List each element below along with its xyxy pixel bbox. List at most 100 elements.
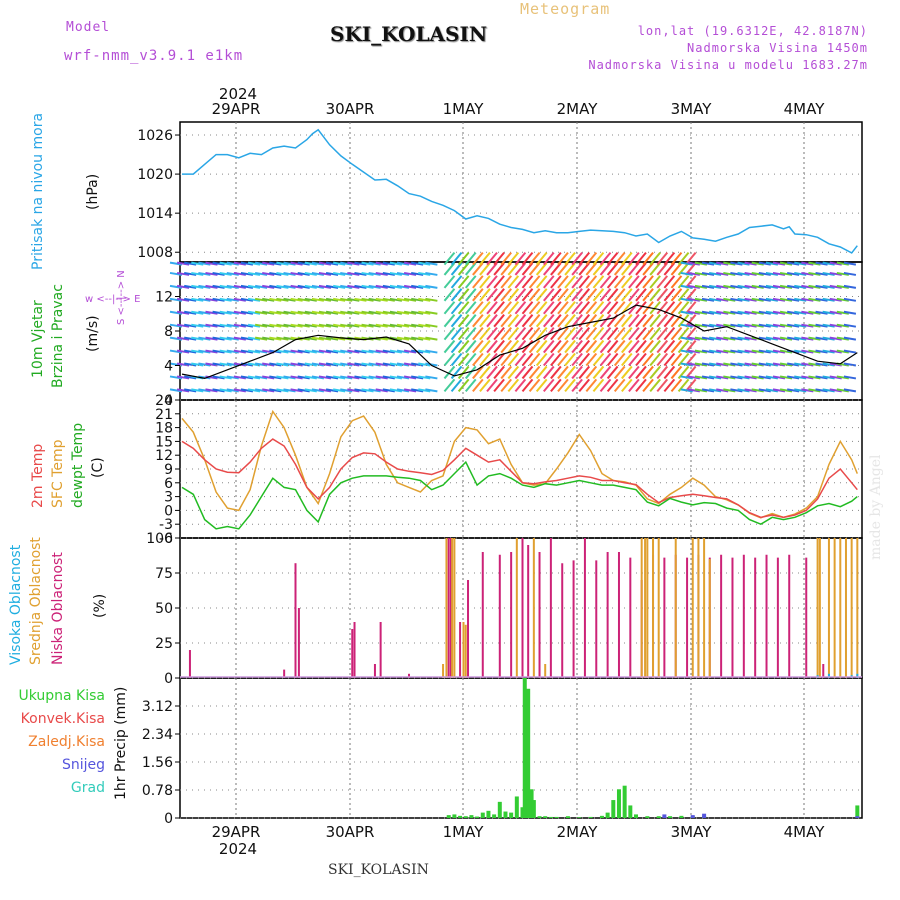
- wind-arrow: [772, 284, 786, 289]
- wind-arrow: [730, 349, 743, 354]
- wind-arrow: [564, 251, 576, 266]
- wind-arrow: [318, 271, 332, 276]
- wind-arrow: [169, 349, 183, 354]
- wind-arrow: [663, 275, 676, 289]
- wind-arrow: [269, 261, 282, 266]
- wind-arrow: [701, 297, 715, 302]
- wind-arrow: [843, 297, 857, 302]
- wind-arrow: [443, 365, 456, 380]
- wind-arrow: [829, 349, 842, 354]
- wind-arrow: [169, 375, 183, 380]
- wind-arrow: [347, 297, 360, 302]
- wind-arrow: [254, 336, 268, 341]
- wind-arrow: [628, 262, 640, 276]
- wind-arrow: [772, 388, 786, 393]
- wind-arrow: [758, 349, 771, 354]
- dewpt-line: [181, 460, 858, 530]
- wind-arrow: [684, 365, 697, 380]
- wind-arrow: [361, 310, 374, 315]
- wind-arrow: [723, 271, 736, 276]
- wind-arrow: [212, 284, 225, 289]
- wind-arrow: [226, 388, 239, 393]
- wind-arrow: [486, 251, 498, 266]
- wind-arrow: [786, 323, 800, 328]
- wind-arrow: [836, 310, 849, 315]
- y-tick-label: 1026: [137, 128, 173, 144]
- wind-arrow: [701, 375, 715, 380]
- wind-arrow: [464, 326, 477, 341]
- wind-arrow: [557, 352, 569, 367]
- wind-arrow: [836, 349, 849, 354]
- wind-arrow: [599, 365, 612, 380]
- wind-arrow: [628, 365, 640, 380]
- wind-arrow: [418, 336, 431, 341]
- wind-arrow: [708, 271, 722, 276]
- wind-arrow: [599, 251, 612, 266]
- wind-arrow: [354, 261, 367, 266]
- precip-bar: [599, 815, 604, 818]
- wind-arrow: [663, 314, 676, 328]
- wind-arrow: [396, 284, 410, 289]
- wind-arrow: [694, 261, 708, 266]
- top-date-label: 30APR: [326, 100, 375, 118]
- wind-arrow: [772, 271, 786, 276]
- wind-arrow: [557, 365, 569, 380]
- wind-arrow: [613, 288, 626, 302]
- wind-arrow: [375, 323, 388, 328]
- wind-arrow: [176, 284, 190, 289]
- wind-arrow: [822, 323, 835, 328]
- wind-arrow: [219, 388, 232, 393]
- wind-arrow: [198, 336, 211, 341]
- wind-arrow: [829, 271, 842, 276]
- wind-arrow: [493, 288, 505, 302]
- wind-arrow: [642, 326, 654, 341]
- wind-arrow: [479, 262, 491, 276]
- wind-arrow: [425, 284, 438, 289]
- wind-arrow: [176, 271, 190, 276]
- wind-arrow: [836, 375, 849, 380]
- top-date-label: 29APR: [212, 100, 261, 118]
- precip-bar: [458, 815, 463, 818]
- wind-arrow: [254, 271, 268, 276]
- wind-arrow: [730, 297, 743, 302]
- wind-arrow: [815, 284, 828, 289]
- wind-arrow: [794, 388, 807, 393]
- wind-arrow: [535, 301, 548, 315]
- wind-arrow: [340, 388, 353, 393]
- wind-arrow: [564, 339, 576, 354]
- wind-arrow: [169, 284, 183, 289]
- wind-arrow: [751, 261, 764, 266]
- wind-arrow: [247, 375, 261, 380]
- wind-arrow: [283, 375, 296, 380]
- wind-arrow: [450, 288, 463, 302]
- wind-arrow: [457, 251, 470, 266]
- wind-arrow: [311, 284, 325, 289]
- wind-arrow: [836, 261, 849, 266]
- wind-arrow: [543, 288, 555, 302]
- wind-arrow: [642, 262, 654, 276]
- wind-arrow: [254, 388, 268, 393]
- precip-bar: [634, 814, 638, 818]
- wind-arrow: [701, 388, 715, 393]
- wind-arrow: [751, 323, 764, 328]
- wind-arrow: [786, 362, 800, 367]
- wind-arrow: [493, 365, 505, 380]
- wind-arrow: [680, 388, 693, 393]
- wind-arrow: [843, 271, 857, 276]
- wind-arrow: [418, 271, 431, 276]
- wind-arrow: [368, 284, 381, 289]
- wind-arrow: [311, 362, 325, 367]
- precip-bar: [548, 816, 553, 818]
- wind-arrow: [297, 362, 310, 367]
- wind-arrow: [649, 365, 661, 380]
- wind-arrow: [514, 352, 527, 367]
- wind-arrow: [737, 349, 750, 354]
- wind-arrow: [283, 297, 296, 302]
- wind-arrow: [744, 349, 757, 354]
- wind-arrow: [375, 271, 388, 276]
- wind-arrow: [730, 336, 743, 341]
- wind-arrow: [212, 336, 225, 341]
- y-tick-label: 21: [155, 407, 173, 423]
- panel-frame-pressure: [179, 121, 863, 263]
- wind-arrow: [514, 314, 527, 328]
